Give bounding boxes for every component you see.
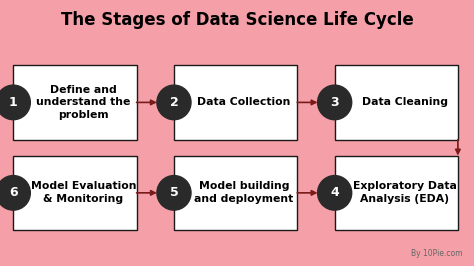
FancyBboxPatch shape (174, 65, 297, 140)
FancyBboxPatch shape (174, 156, 297, 230)
FancyBboxPatch shape (13, 65, 137, 140)
Text: Data Collection: Data Collection (198, 97, 291, 107)
Ellipse shape (157, 85, 191, 120)
Text: By 10Pie.com: By 10Pie.com (410, 249, 462, 258)
Ellipse shape (318, 85, 352, 120)
Text: 5: 5 (170, 186, 178, 199)
Ellipse shape (0, 176, 30, 210)
Ellipse shape (0, 85, 30, 120)
FancyBboxPatch shape (335, 65, 458, 140)
FancyBboxPatch shape (335, 156, 458, 230)
Text: 6: 6 (9, 186, 18, 199)
Text: 3: 3 (330, 96, 339, 109)
FancyBboxPatch shape (13, 156, 137, 230)
Text: Define and
understand the
problem: Define and understand the problem (36, 85, 131, 120)
Ellipse shape (157, 176, 191, 210)
Text: 2: 2 (170, 96, 178, 109)
Text: Data Cleaning: Data Cleaning (362, 97, 448, 107)
Text: 4: 4 (330, 186, 339, 199)
Text: The Stages of Data Science Life Cycle: The Stages of Data Science Life Cycle (61, 11, 413, 29)
Text: 1: 1 (9, 96, 18, 109)
Text: Model building
and deployment: Model building and deployment (194, 181, 294, 204)
Text: Model Evaluation
& Monitoring: Model Evaluation & Monitoring (31, 181, 136, 204)
Text: Exploratory Data
Analysis (EDA): Exploratory Data Analysis (EDA) (353, 181, 457, 204)
Ellipse shape (318, 176, 352, 210)
